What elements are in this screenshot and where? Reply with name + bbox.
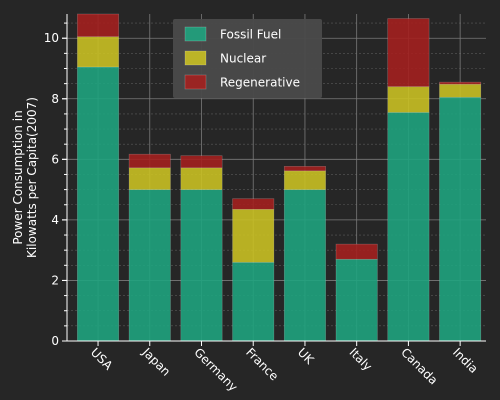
legend-label-fossil-fuel: Fossil Fuel — [220, 28, 281, 42]
y-tick-label: 8 — [51, 92, 59, 106]
y-tick-label: 10 — [44, 31, 59, 45]
legend-swatch-fossil-fuel — [184, 26, 207, 42]
bar-fossil-fuel-usa[interactable] — [77, 66, 120, 342]
y-tick-label: 4 — [51, 213, 59, 227]
y-tick-label: 6 — [51, 152, 59, 166]
bar-regenerative-italy[interactable] — [335, 243, 378, 260]
bar-nuclear-canada[interactable] — [387, 86, 430, 113]
bar-fossil-fuel-japan[interactable] — [128, 189, 171, 342]
legend[interactable]: Fossil Fuel Nuclear Regenerative — [173, 19, 322, 98]
bar-fossil-fuel-italy[interactable] — [335, 258, 378, 342]
bar-nuclear-india[interactable] — [439, 83, 482, 98]
legend-label-regenerative: Regenerative — [220, 76, 300, 90]
bar-nuclear-usa[interactable] — [77, 36, 120, 68]
bar-nuclear-uk[interactable] — [283, 170, 326, 190]
bar-regenerative-uk[interactable] — [283, 165, 326, 172]
y-axis-label: Power Consumption inKilowatts per Capita… — [11, 97, 39, 258]
bar-fossil-fuel-uk[interactable] — [283, 189, 326, 342]
bar-regenerative-france[interactable] — [232, 198, 275, 210]
bar-fossil-fuel-canada[interactable] — [387, 112, 430, 342]
bars — [77, 13, 482, 342]
bar-nuclear-japan[interactable] — [128, 167, 171, 190]
y-tick-label: 0 — [51, 334, 59, 348]
bar-regenerative-usa[interactable] — [77, 13, 120, 38]
bar-regenerative-germany[interactable] — [180, 155, 223, 169]
legend-swatch-nuclear — [184, 50, 207, 66]
legend-label-nuclear: Nuclear — [220, 52, 266, 66]
bar-nuclear-france[interactable] — [232, 208, 275, 263]
bar-regenerative-japan[interactable] — [128, 153, 171, 169]
bar-nuclear-germany[interactable] — [180, 167, 223, 190]
y-tick-label: 2 — [51, 273, 59, 287]
legend-swatch-regenerative — [184, 74, 207, 90]
bar-fossil-fuel-germany[interactable] — [180, 189, 223, 342]
bar-fossil-fuel-india[interactable] — [439, 96, 482, 342]
bar-regenerative-india[interactable] — [439, 81, 482, 85]
bar-fossil-fuel-france[interactable] — [232, 261, 275, 342]
legend-box — [173, 19, 322, 98]
bar-regenerative-canada[interactable] — [387, 18, 430, 87]
